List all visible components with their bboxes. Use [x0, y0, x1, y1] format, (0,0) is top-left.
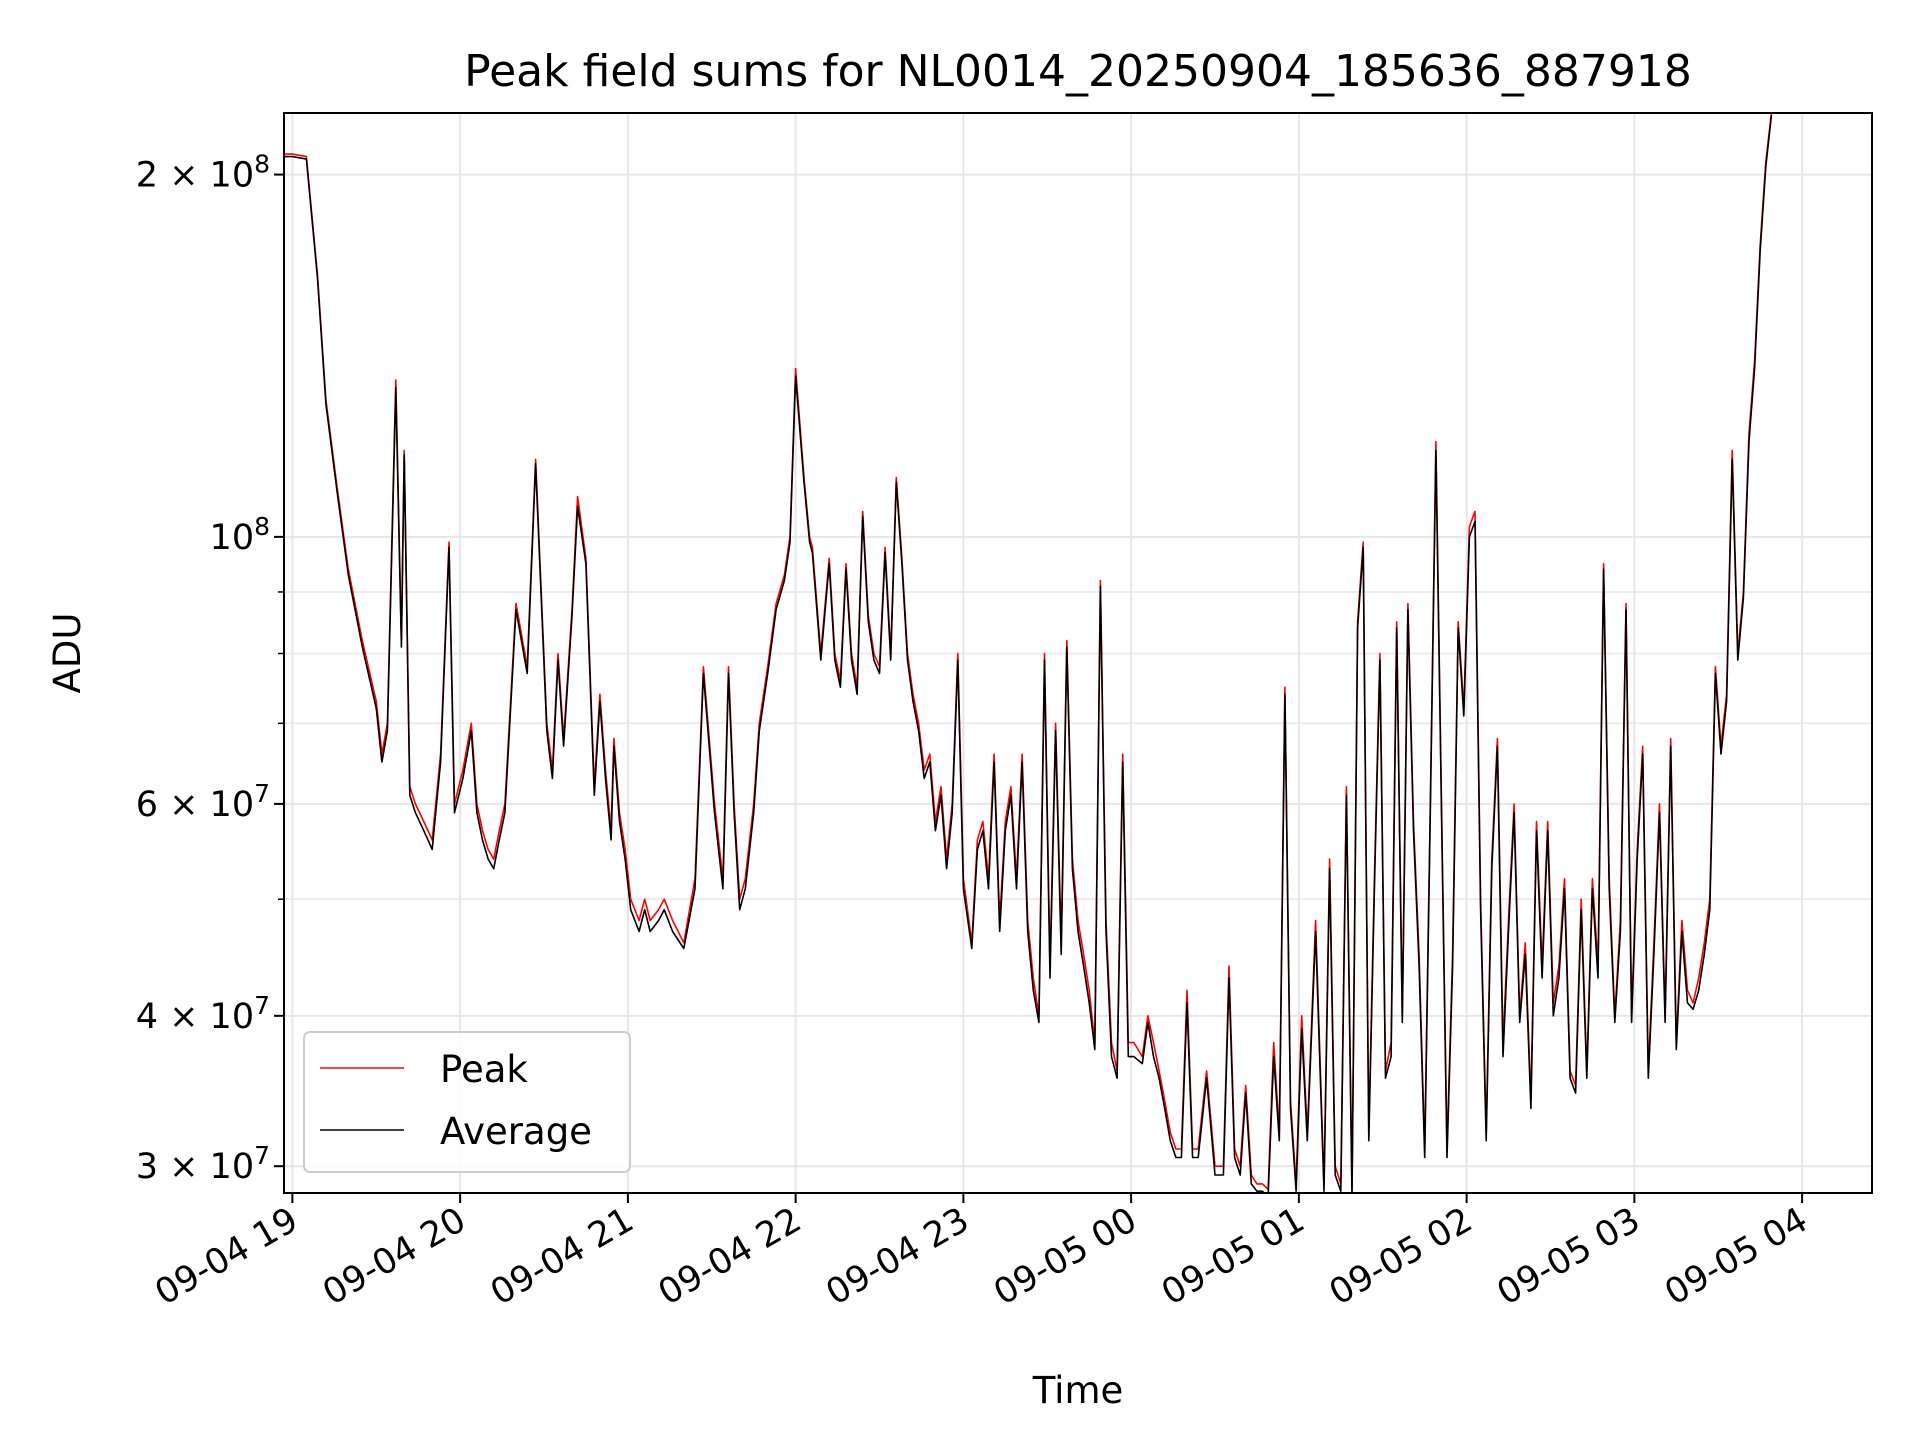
y-tick-label: 108	[210, 512, 270, 558]
legend-box	[303, 1031, 631, 1173]
legend-label-average: Average	[440, 1110, 592, 1153]
y-axis-ticks: 3 × 107 4 × 107 6 × 107 108 2 × 108	[136, 150, 284, 1187]
legend-label-peak: Peak	[440, 1048, 528, 1091]
y-tick-label: 4 × 107	[136, 991, 270, 1037]
grid-lines	[284, 113, 1872, 1193]
series-line-average	[284, 115, 1773, 1193]
series-layer	[284, 113, 1773, 1193]
legend: Peak Average	[303, 1031, 631, 1173]
y-axis-label: ADU	[46, 613, 89, 694]
chart-title: Peak field sums for NL0014_20250904_1856…	[464, 46, 1692, 97]
y-tick-label: 6 × 107	[136, 779, 270, 825]
y-tick-label: 2 × 108	[136, 150, 270, 196]
y-tick-label: 3 × 107	[136, 1141, 270, 1187]
x-axis-label: Time	[1032, 1369, 1124, 1412]
